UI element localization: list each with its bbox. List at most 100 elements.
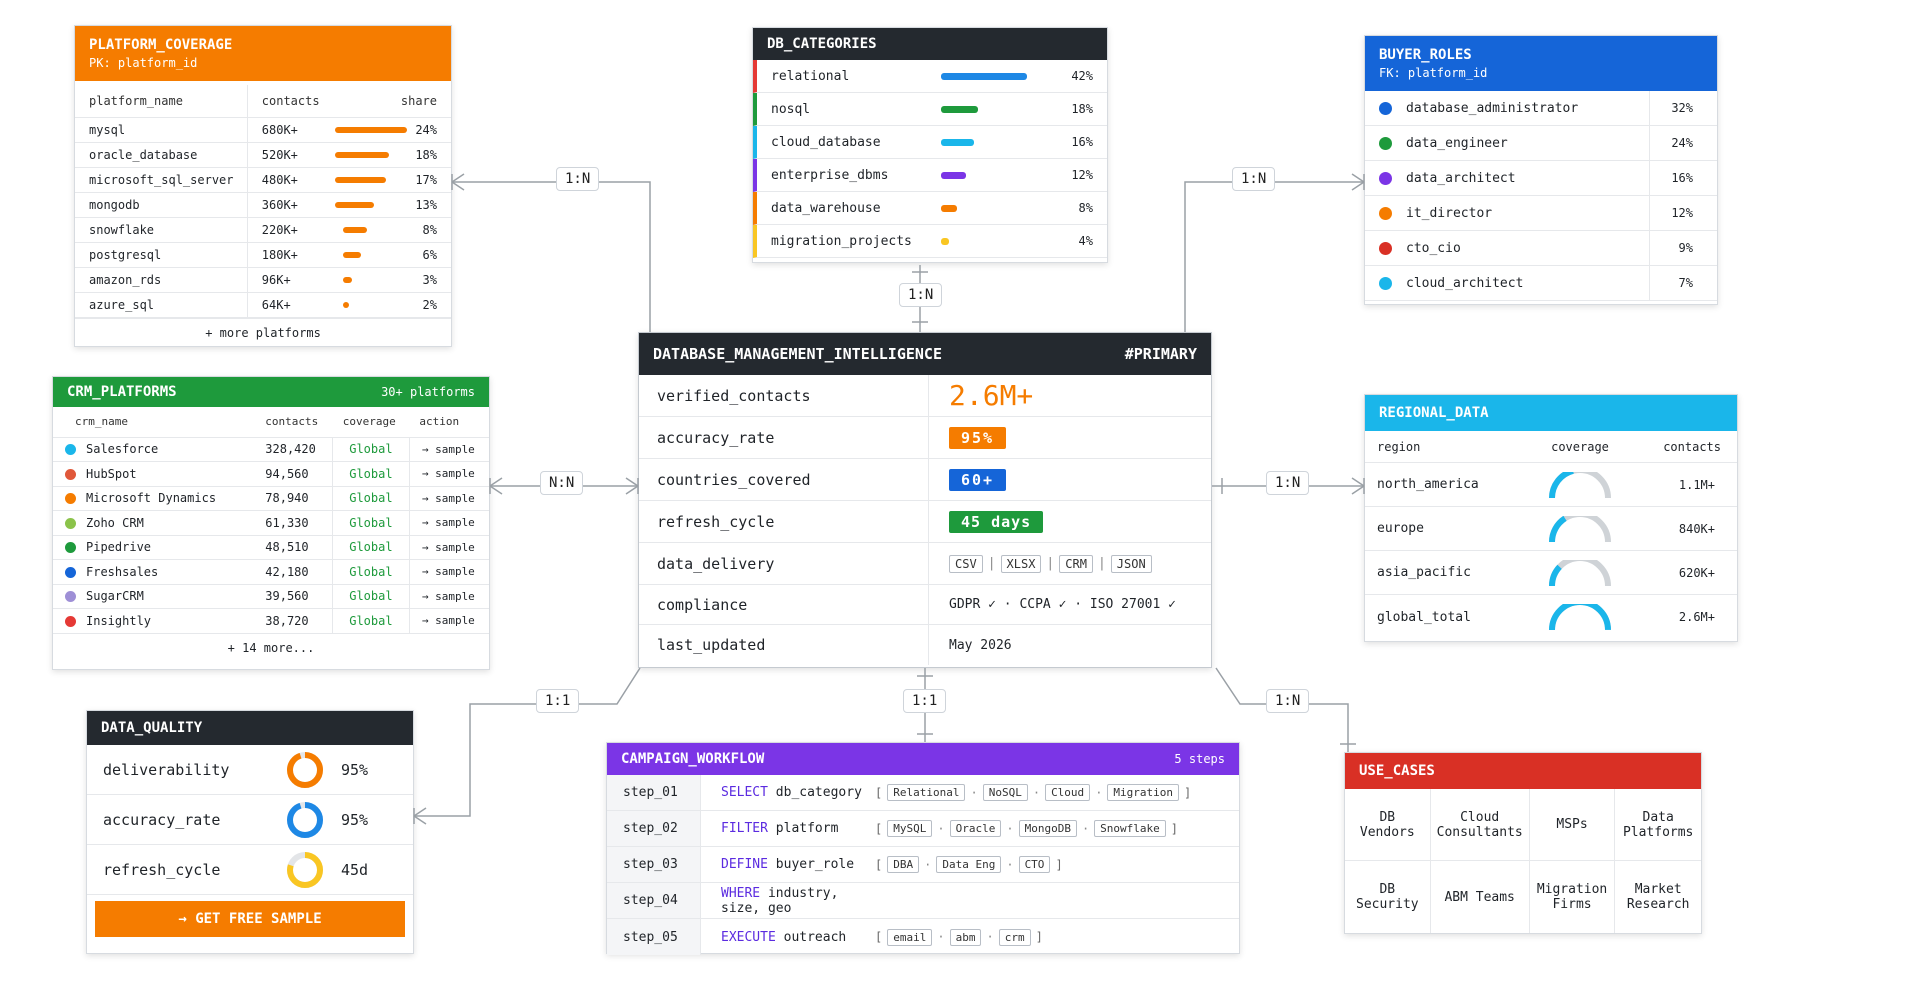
category-bar-track	[941, 105, 1031, 113]
platform-name: postgresql	[75, 242, 248, 267]
platform-share-bar	[335, 202, 375, 208]
crm-sample-link[interactable]: → sample	[421, 589, 475, 603]
region-name: north_america	[1377, 477, 1479, 492]
region-row: north_america 1.1M+	[1365, 463, 1737, 507]
platform-share: 18%	[415, 147, 437, 162]
crm-coverage: Global	[332, 510, 410, 535]
platform-share: 3%	[422, 272, 437, 287]
bracket-open: [	[875, 930, 883, 944]
step-keyword: SELECT	[721, 785, 768, 800]
crm-logo-icon	[65, 615, 76, 627]
crm-platforms-title: CRM_PLATFORMS	[67, 384, 177, 400]
platform-share: 6%	[422, 247, 437, 262]
platform-share: 2%	[422, 297, 437, 312]
gauge-arc	[1549, 471, 1611, 498]
step-argument: platform	[775, 821, 839, 836]
relation-workflow: 1:1	[903, 689, 947, 713]
region-row: asia_pacific 620K+	[1365, 551, 1737, 595]
category-bar-track	[941, 237, 1031, 245]
category-name: migration_projects	[771, 233, 912, 249]
relation-usecases: 1:N	[1266, 689, 1310, 713]
bracket-open: [	[875, 821, 883, 836]
more-platforms-link[interactable]: + more platforms	[75, 317, 451, 340]
crm-sample-link[interactable]: → sample	[421, 516, 475, 530]
crm-name: Pipedrive	[86, 540, 152, 555]
step-keyword: WHERE	[721, 885, 761, 901]
buyer-roles-fk: FK: platform_id	[1379, 66, 1488, 80]
platform-share: 8%	[422, 222, 437, 237]
step-keyword: FILTER	[721, 821, 768, 836]
category-bar-track	[941, 72, 1031, 80]
bracket-close: ]	[1184, 785, 1192, 800]
step-argument: buyer_role	[775, 857, 855, 872]
format-chip: XLSX	[1000, 554, 1042, 573]
crm-more-link[interactable]: + 14 more...	[227, 640, 315, 655]
role-color-dot	[1379, 241, 1392, 255]
role-name: cto_cio	[1392, 231, 1650, 265]
crm-name: HubSpot	[86, 466, 137, 481]
platform-coverage-title: PLATFORM_COVERAGE	[89, 37, 233, 53]
crm-sample-link[interactable]: → sample	[421, 467, 475, 481]
role-share: 9%	[1678, 241, 1693, 255]
crm-name: Microsoft Dynamics	[86, 491, 217, 506]
col-region: region	[1377, 439, 1421, 454]
step-id: step_05	[607, 919, 701, 955]
crm-sample-link[interactable]: → sample	[421, 614, 475, 628]
buyer-role-row: cto_cio 9%	[1365, 231, 1717, 266]
region-row: europe 840K+	[1365, 507, 1737, 551]
col-crm-action: action	[419, 415, 460, 429]
col-platform-name: platform_name	[75, 85, 248, 117]
role-color-dot	[1379, 276, 1392, 290]
step-command: EXECUTE outreach	[701, 930, 875, 945]
db-categories-card: DB_CATEGORIES relational 42% nosql 18% cloud…	[752, 27, 1108, 263]
step-argument: db_category	[775, 785, 862, 800]
regional-data-header: REGIONAL_DATA	[1365, 395, 1737, 431]
accuracy-rate-label: accuracy_rate	[639, 417, 929, 458]
step-argument: industry, size, geo	[721, 885, 839, 916]
use-case-item: ABM Teams	[1431, 861, 1530, 933]
crm-contacts: 39,560	[251, 584, 334, 609]
platform-contacts: 680K+	[261, 122, 298, 137]
step-command: WHERE industry, size, geo	[701, 886, 875, 916]
crm-platforms-table: crm_name contacts coverage action Salesf…	[53, 407, 489, 634]
platform-share-cell: 18%	[326, 142, 451, 167]
platform-row: amazon_rds 96K+ 3%	[75, 267, 451, 292]
platform-share: 17%	[415, 172, 437, 187]
role-color-dot	[1379, 136, 1392, 150]
step-chips: [Relational · NoSQL · Cloud · Migration]	[875, 784, 1191, 801]
region-coverage-gauge	[1525, 604, 1635, 630]
data-quality-card: DATA_QUALITY deliverability 95% accuracy_r…	[86, 710, 414, 954]
refresh-cycle-label: refresh_cycle	[639, 501, 929, 542]
step-command: DEFINE buyer_role	[701, 857, 875, 872]
region-contacts: 620K+	[1678, 565, 1715, 580]
category-share: 12%	[1071, 168, 1093, 182]
crm-sample-link[interactable]: → sample	[421, 491, 475, 505]
platform-share-bar	[335, 152, 390, 158]
platform-contacts: 520K+	[261, 147, 298, 162]
relation-categories: 1:N	[899, 283, 943, 307]
crm-name-cell: Salesforce	[53, 437, 251, 462]
use-case-item: Market Research	[1626, 882, 1690, 912]
chip-separator: ·	[970, 785, 978, 800]
region-contacts: 1.1M+	[1678, 477, 1715, 492]
bracket-open: [	[875, 785, 883, 800]
main-entity-card: DATABASE_MANAGEMENT_INTELLIGENCE #PRIMAR…	[638, 332, 1212, 668]
platform-contacts: 180K+	[261, 247, 298, 262]
col-crm-coverage: coverage	[342, 415, 396, 429]
data-quality-title: DATA_QUALITY	[101, 720, 203, 736]
gauge-fill	[1549, 471, 1574, 498]
crm-name-cell: Pipedrive	[53, 535, 251, 560]
quality-row: accuracy_rate 95%	[87, 795, 413, 845]
crm-logo-icon	[65, 517, 76, 529]
crm-sample-link[interactable]: → sample	[421, 442, 475, 456]
step-chip: Cloud	[1045, 784, 1091, 801]
get-free-sample-button[interactable]: → GET FREE SAMPLE	[95, 901, 405, 937]
platform-share-cell: 2%	[326, 292, 451, 317]
quality-donut	[287, 851, 323, 888]
crm-sample-link[interactable]: → sample	[421, 565, 475, 579]
category-name: relational	[771, 68, 850, 84]
crm-sample-link[interactable]: → sample	[421, 540, 475, 554]
col-coverage: coverage	[1551, 439, 1609, 454]
verified-contacts-value: 2.6M+	[949, 379, 1034, 412]
use-cases-title: USE_CASES	[1359, 763, 1435, 779]
